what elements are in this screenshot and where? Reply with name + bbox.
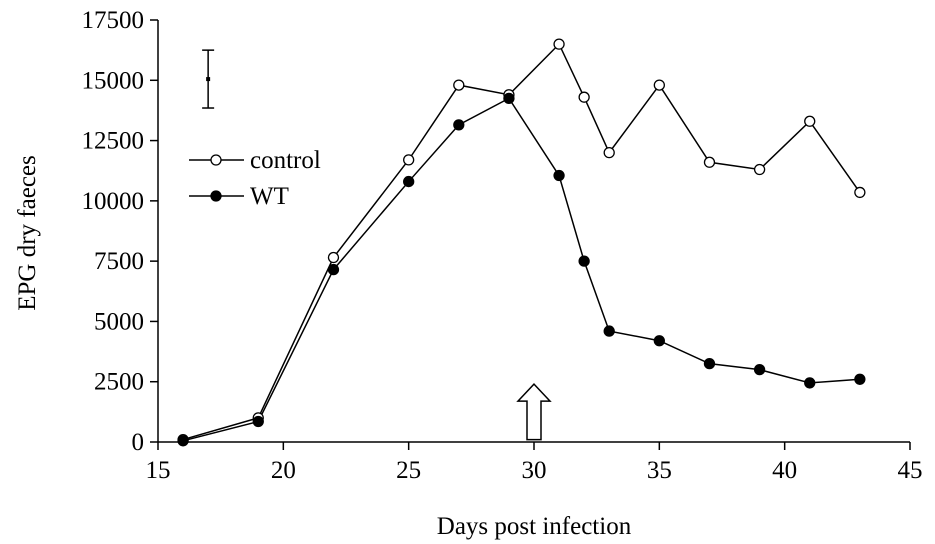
- data-point-control: [653, 79, 665, 91]
- data-point-WT: [753, 364, 766, 376]
- annotations: [202, 49, 552, 441]
- data-point-WT: [603, 325, 615, 337]
- data-point-control: [603, 146, 615, 159]
- data-point-WT: [578, 255, 590, 267]
- legend: control WT: [189, 147, 321, 210]
- axes: [157, 20, 910, 443]
- y-axis-title: EPG dry faeces: [14, 155, 41, 311]
- x-axis-title: Days post infection: [437, 513, 632, 540]
- x-tick-label: 15: [146, 457, 171, 484]
- x-tick-label: 35: [647, 457, 672, 484]
- data-point-WT: [703, 357, 716, 370]
- legend-marker-WT: [210, 190, 222, 202]
- data-point-WT: [653, 335, 665, 347]
- legend-label-control: control: [250, 147, 321, 174]
- y-ticks: 0 2500 5000 7500 10000 12500 15000 17500: [82, 7, 158, 456]
- y-tick-label: 0: [132, 429, 145, 456]
- error-bar-center: [206, 77, 211, 82]
- x-tick-label: 40: [772, 457, 797, 484]
- data-point-WT: [327, 263, 340, 276]
- arrow-annotation: [516, 383, 552, 441]
- data-point-control: [703, 156, 716, 168]
- data-point-control: [453, 79, 465, 91]
- series-line-WT: [182, 97, 860, 442]
- data-point-WT: [177, 435, 189, 447]
- y-tick-label: 12500: [82, 128, 145, 155]
- x-ticks: 15 20 25 30 35 40 45: [146, 442, 923, 484]
- y-tick-label: 17500: [82, 7, 145, 34]
- y-tick-label: 2500: [94, 369, 144, 396]
- y-tick-label: 5000: [94, 308, 144, 335]
- legend-marker-control: [210, 154, 222, 166]
- data-point-WT: [252, 415, 264, 428]
- x-tick-label: 45: [898, 457, 923, 484]
- data-point-WT: [453, 119, 465, 131]
- data-point-WT: [854, 373, 866, 385]
- x-tick-label: 20: [271, 457, 296, 484]
- series-markers: [177, 38, 866, 447]
- data-point-control: [403, 154, 415, 166]
- data-point-control: [327, 251, 340, 264]
- y-tick-label: 10000: [82, 188, 145, 215]
- x-tick-label: 30: [522, 457, 547, 484]
- data-point-WT: [553, 169, 565, 182]
- data-point-control: [804, 115, 816, 127]
- x-tick-label: 25: [396, 457, 421, 484]
- data-point-control: [753, 163, 766, 176]
- y-tick-label: 15000: [82, 67, 145, 94]
- legend-label-WT: WT: [250, 183, 289, 210]
- data-point-WT: [804, 377, 816, 389]
- y-tick-label: 7500: [94, 248, 144, 275]
- data-point-control: [578, 91, 590, 103]
- data-point-WT: [503, 92, 515, 105]
- series-line-control: [182, 42, 861, 441]
- data-point-control: [553, 38, 565, 50]
- series-lines: [182, 42, 861, 442]
- data-point-control: [854, 186, 866, 199]
- data-point-WT: [403, 175, 415, 188]
